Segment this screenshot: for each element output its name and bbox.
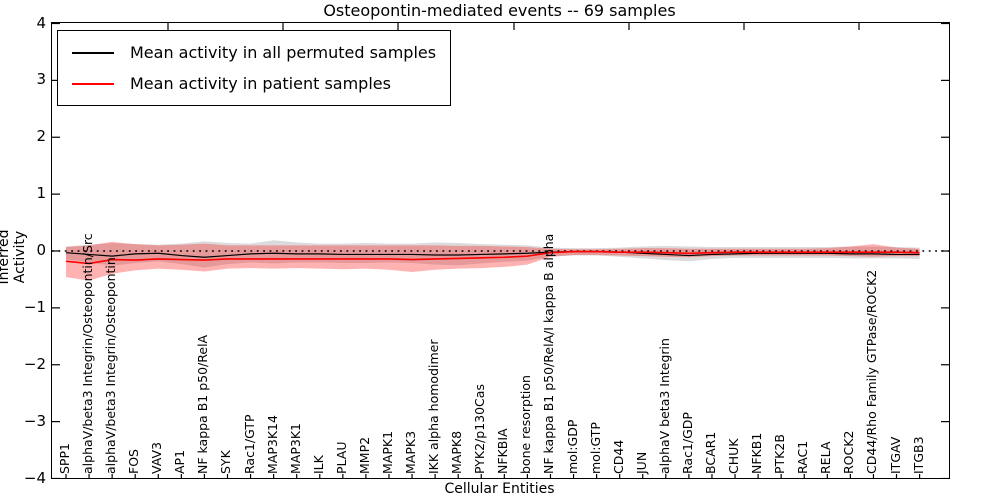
y-tick-label: 1 (36, 184, 46, 203)
x-tick-label: SPP1 (57, 443, 72, 474)
x-tick-label: NF kappa B1 p50/RelA (195, 334, 211, 474)
legend-label: Mean activity in patient samples (130, 74, 391, 93)
x-tick-label: NF kappa B1 p50/RelA/I kappa B alpha (541, 233, 557, 474)
x-tick-label: MMP2 (356, 436, 372, 474)
x-axis-label: Cellular Entities (444, 481, 555, 497)
y-tick-label: −3 (23, 411, 46, 430)
x-tick-label: RELA (818, 441, 834, 474)
x-tick-label: PYK2/p130Cas (472, 384, 488, 474)
x-tick-label: ROCK2 (841, 430, 857, 474)
plot-area (51, 22, 950, 479)
x-tick-label: CD44/Rho Family GTPase/ROCK2 (864, 269, 880, 474)
x-tick-label: MAPK8 (449, 430, 465, 474)
y-tick-label: −1 (23, 297, 46, 316)
legend-item-patient: Mean activity in patient samples (72, 68, 436, 99)
y-tick-label: 0 (36, 241, 46, 259)
x-tick-label: ILK (310, 455, 326, 474)
x-tick-label: BCAR1 (702, 431, 718, 474)
x-tick-label: SYK (218, 450, 234, 474)
legend-label: Mean activity in all permuted samples (130, 43, 437, 62)
x-tick-label: bone resorption (518, 375, 534, 474)
x-tick-label: alphaV beta3 Integrin (656, 338, 672, 474)
permuted-line-swatch (72, 51, 114, 54)
x-tick-label: MAPK3 (403, 430, 419, 474)
y-tick-label: 4 (36, 13, 46, 32)
x-tick-label: alphaV/beta3 Integrin/Osteopontin/Src (80, 233, 96, 474)
x-tick-label: Rac1/GDP (679, 412, 695, 474)
x-tick-label: NFKBIA (495, 428, 511, 474)
x-tick-label: alphaV/beta3 Integrin/Osteopontin (103, 257, 119, 474)
chart-title: Osteopontin-mediated events -- 69 sample… (323, 1, 676, 20)
x-tick-label: AP1 (172, 449, 188, 474)
x-tick-label: MAP3K1 (287, 423, 303, 474)
x-tick-label: IKK alpha homodimer (426, 339, 442, 475)
x-tick-label: JUN (633, 451, 649, 474)
x-tick-label: CD44 (610, 439, 626, 474)
x-tick-label: Rac1/GTP (241, 414, 257, 474)
y-tick-label: −4 (23, 468, 46, 487)
legend: Mean activity in all permuted samples Me… (57, 30, 452, 106)
x-tick-label: RAC1 (795, 440, 811, 474)
x-tick-label: FOS (126, 449, 142, 474)
x-tick-label: ITGB3 (910, 436, 926, 474)
y-tick-label: −2 (23, 354, 46, 373)
legend-item-permuted: Mean activity in all permuted samples (72, 37, 436, 68)
permuted-mean-line (65, 250, 920, 258)
y-tick-label: 2 (36, 127, 46, 146)
x-tick-label: PLAU (333, 441, 349, 475)
x-tick-label: VAV3 (149, 441, 165, 474)
x-tick-label: MAPK1 (379, 430, 395, 474)
x-tick-label: PTK2B (772, 434, 788, 474)
patient-mean-line (65, 250, 920, 265)
x-tick-label: NFKB1 (749, 432, 765, 474)
y-tick-label: 3 (36, 70, 46, 89)
x-tick-label: ITGAV (887, 436, 903, 474)
chart-canvas (52, 23, 949, 478)
x-tick-label: MAP3K14 (264, 415, 280, 474)
x-tick-label: CHUK (726, 438, 742, 474)
x-tick-label: mol:GDP (564, 419, 580, 474)
patient-line-swatch (72, 82, 114, 85)
x-tick-label: mol:GTP (587, 422, 603, 474)
